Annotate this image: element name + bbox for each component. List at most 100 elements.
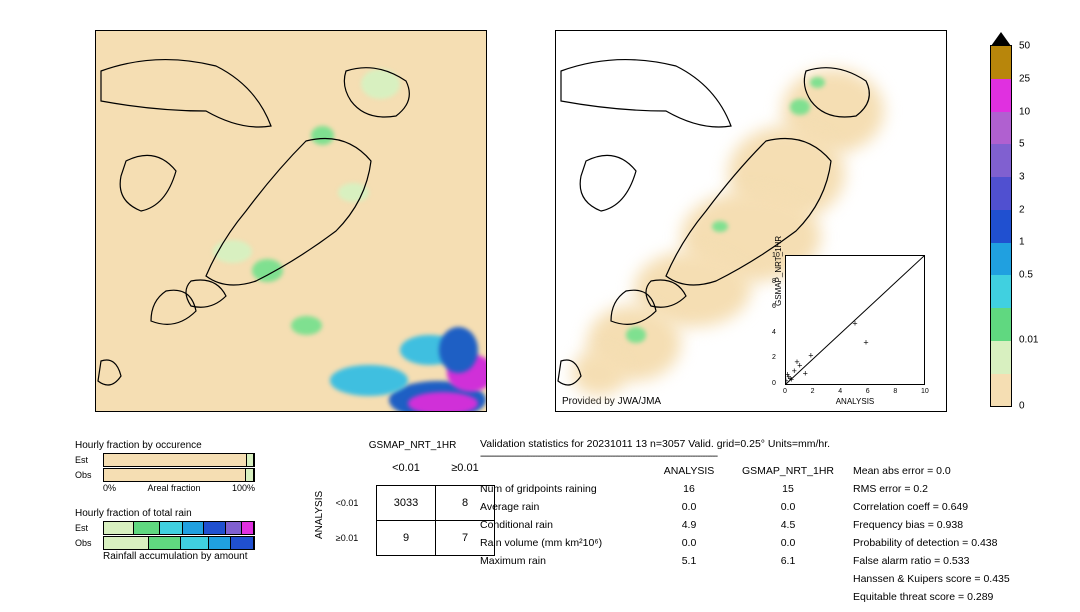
stat-0: Mean abs error = 0.0	[853, 462, 1010, 480]
scatter-xlabel: ANALYSIS	[786, 397, 924, 406]
colorbar-label: 1	[1019, 237, 1025, 248]
hbar-label: Obs	[75, 538, 103, 548]
hbar-segment	[242, 522, 254, 534]
scatter-xtick: 2	[811, 388, 815, 395]
occ-caption-left: 0%	[103, 483, 116, 493]
coastline	[96, 31, 486, 411]
val-r2-0: Conditional rain	[480, 516, 640, 534]
hbar-label: Est	[75, 455, 103, 465]
occ-caption-right: 100%	[232, 483, 255, 493]
colorbar-label: 10	[1019, 106, 1030, 117]
ct-row-0: <0.01	[318, 486, 377, 521]
colorbar-label: 25	[1019, 73, 1030, 84]
hbar-label: Obs	[75, 470, 103, 480]
hbar-segment	[226, 522, 241, 534]
hourly-total-block: Hourly fraction of total rain Est Obs Rai…	[75, 508, 255, 564]
ct-row-1: ≥0.01	[318, 521, 377, 556]
val-r1-2: 0.0	[738, 498, 838, 516]
contingency-block: GSMAP_NRT_1HR ANALYSIS <0.01 ≥0.01 <0.01…	[300, 440, 495, 556]
val-r3-2: 0.0	[738, 534, 838, 552]
colorbar-label: 3	[1019, 172, 1025, 183]
val-r4-0: Maximum rain	[480, 552, 640, 570]
scatter-ylabel: GSMAP_NRT_1HR	[774, 236, 783, 306]
hbar-segment	[246, 469, 254, 481]
colorbar-label: 5	[1019, 139, 1025, 150]
stat-2: Correlation coeff = 0.649	[853, 498, 1010, 516]
svg-text:+: +	[852, 318, 857, 328]
val-r3-0: Rain volume (mm km²10⁶)	[480, 534, 640, 552]
hourly-occurrence-block: Hourly fraction by occurence Est Obs 0% A…	[75, 440, 255, 493]
scatter-ytick: 0	[772, 380, 776, 387]
hbar-segment	[247, 454, 254, 466]
val-r4-2: 6.1	[738, 552, 838, 570]
hbar-segment	[104, 522, 134, 534]
stat-7: Equitable threat score = 0.289	[853, 588, 1010, 606]
hbar-track	[103, 468, 255, 482]
val-r0-2: 15	[738, 480, 838, 498]
hbar-segment	[183, 522, 204, 534]
val-r0-0: Num of gridpoints raining	[480, 480, 640, 498]
scatter-ytick: 10	[772, 252, 780, 259]
svg-text:+: +	[794, 357, 799, 367]
hbar-segment	[231, 537, 254, 549]
hbar-segment	[104, 469, 246, 481]
scatter-inset: ANALYSIS GSMAP_NRT_1HR ++++++++++++ 0022…	[785, 255, 925, 385]
stat-5: False alarm ratio = 0.533	[853, 552, 1010, 570]
hbar-row: Obs	[75, 536, 255, 550]
scatter-ytick: 2	[772, 354, 776, 361]
val-r2-2: 4.5	[738, 516, 838, 534]
hbar-segment	[104, 537, 149, 549]
scatter-ytick: 6	[772, 303, 776, 310]
colorbar-label: 0.01	[1019, 335, 1038, 346]
colorbar-segment	[991, 243, 1011, 276]
hbar-label: Est	[75, 523, 103, 533]
hbar-segment	[104, 454, 247, 466]
validation-header: Validation statistics for 20231011 13 n=…	[480, 438, 1024, 450]
colorbar-label: 2	[1019, 204, 1025, 215]
val-r3-1: 0.0	[654, 534, 724, 552]
scatter-ytick: 4	[772, 329, 776, 336]
hbar-row: Est	[75, 521, 255, 535]
colorbar-segment	[991, 46, 1011, 79]
colorbar-segment	[991, 275, 1011, 308]
val-r0-1: 16	[654, 480, 724, 498]
colorbar-segment	[991, 112, 1011, 145]
occ-caption-mid: Areal fraction	[147, 483, 200, 493]
val-hdr-2: GSMAP_NRT_1HR	[738, 462, 838, 480]
hbar-track	[103, 453, 255, 467]
stat-1: RMS error = 0.2	[853, 480, 1010, 498]
val-r2-1: 4.9	[654, 516, 724, 534]
hbar-segment	[209, 537, 232, 549]
scatter-xtick: 0	[783, 388, 787, 395]
hbar-track	[103, 536, 255, 550]
colorbar-segment	[991, 341, 1011, 374]
colorbar-segment	[991, 308, 1011, 341]
ct-col-0: <0.01	[377, 451, 436, 486]
scatter-xtick: 4	[838, 388, 842, 395]
hbar-segment	[181, 537, 208, 549]
stat-3: Frequency bias = 0.938	[853, 516, 1010, 534]
colorbar-segment	[991, 210, 1011, 243]
hourly-occurrence-caption: 0% Areal fraction 100%	[103, 483, 255, 493]
colorbar-label: 50	[1019, 41, 1030, 52]
ct-cell-10: 9	[377, 521, 436, 556]
val-hdr-1: ANALYSIS	[654, 462, 724, 480]
colorbar-top-triangle	[991, 32, 1011, 46]
hbar-segment	[149, 537, 182, 549]
contingency-table: <0.01 ≥0.01 <0.01 3033 8 ≥0.01 9 7	[318, 451, 495, 556]
hourly-occurrence-title: Hourly fraction by occurence	[75, 440, 255, 451]
hourly-total-title: Hourly fraction of total rain	[75, 508, 255, 519]
scatter-xtick: 10	[921, 388, 929, 395]
contingency-ylabel: ANALYSIS	[314, 491, 325, 539]
colorbar-label: 0.5	[1019, 269, 1033, 280]
stat-6: Hanssen & Kuipers score = 0.435	[853, 570, 1010, 588]
validation-block: Validation statistics for 20231011 13 n=…	[480, 438, 1024, 606]
hbar-segment	[160, 522, 182, 534]
colorbar-segment	[991, 177, 1011, 210]
validation-dashes: ----------------------------------------…	[480, 450, 1024, 462]
hourly-total-caption: Rainfall accumulation by amount	[103, 551, 255, 562]
contingency-title: GSMAP_NRT_1HR	[330, 440, 495, 451]
val-r1-1: 0.0	[654, 498, 724, 516]
ct-cell-00: 3033	[377, 486, 436, 521]
colorbar-segment	[991, 144, 1011, 177]
